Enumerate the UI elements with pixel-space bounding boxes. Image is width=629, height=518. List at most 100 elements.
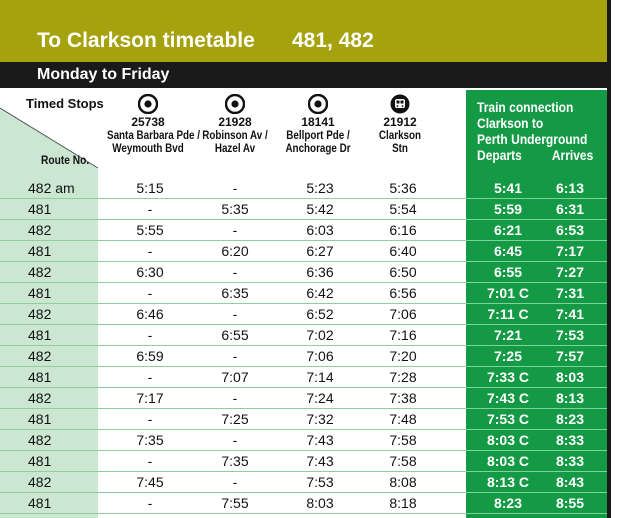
table-row: 481 - 7:07 7:14 7:28 7:33 C 8:03 [0, 367, 607, 388]
route-number-cell: 482 [28, 348, 52, 364]
row-divider [0, 429, 607, 430]
row-divider [0, 450, 607, 451]
route-number-cell: 482 am [28, 180, 75, 196]
train-arrives-cell: 6:31 [555, 201, 585, 217]
time-clarkson-stn-cell: 6:56 [389, 285, 417, 301]
time-santa-barbara-cell: 7:35 [136, 432, 164, 448]
departs-label: Departs [477, 147, 522, 163]
train-arrives-cell: 7:31 [555, 285, 585, 301]
table-row: 481 - 7:55 8:03 8:18 8:23 8:55 [0, 493, 607, 514]
time-santa-barbara-cell: - [147, 453, 153, 469]
time-santa-barbara-cell: - [147, 495, 153, 511]
table-row: 482 6:30 - 6:36 6:50 6:55 7:27 [0, 262, 607, 283]
time-santa-barbara-cell: 6:46 [136, 306, 164, 322]
train-departs-cell: 7:43 C [486, 390, 530, 406]
time-clarkson-stn-cell: 7:28 [389, 369, 417, 385]
train-departs-cell: 8:13 C [486, 474, 530, 490]
table-row: 482 7:17 - 7:24 7:38 7:43 C 8:13 [0, 388, 607, 409]
stop-id: 18141 [301, 115, 335, 129]
time-clarkson-stn-cell: 8:18 [389, 495, 417, 511]
time-santa-barbara-cell: - [147, 327, 153, 343]
time-santa-barbara-cell: - [147, 411, 153, 427]
train-departs-cell: 7:25 [493, 348, 523, 364]
time-robinson-cell: - [232, 348, 238, 364]
table-row: 481 - 6:55 7:02 7:16 7:21 7:53 [0, 325, 607, 346]
route-number-cell: 481 [28, 411, 52, 427]
time-santa-barbara-cell: 6:30 [136, 264, 164, 280]
time-robinson-cell: 6:55 [221, 327, 249, 343]
train-departs-cell: 7:11 C [487, 306, 529, 322]
route-number-cell: 482 [28, 474, 52, 490]
time-clarkson-stn-cell: 7:48 [389, 411, 417, 427]
train-arrives-cell: 7:57 [555, 348, 585, 364]
table-row: 482 7:35 - 7:43 7:58 8:03 C 8:33 [0, 430, 607, 451]
time-bellport-cell: 7:32 [306, 411, 334, 427]
time-bellport-cell: 6:42 [306, 285, 334, 301]
row-divider-train [466, 492, 607, 493]
stop-header-18141: 18141 Bellport Pde / Anchorage Dr [268, 94, 368, 155]
time-clarkson-stn-cell: 7:58 [389, 453, 417, 469]
stop-id: 21912 [383, 115, 417, 129]
route-number-cell: 482 [28, 222, 52, 238]
row-divider [0, 240, 607, 241]
train-arrives-cell: 7:53 [555, 327, 585, 343]
row-divider [0, 471, 607, 472]
train-arrives-cell: 7:17 [555, 243, 585, 259]
table-row: 481 - 6:35 6:42 6:56 7:01 C 7:31 [0, 283, 607, 304]
train-subheads: Departs Arrives [477, 147, 593, 163]
stop-id: 25738 [131, 115, 165, 129]
train-arrives-cell: 7:27 [555, 264, 585, 280]
time-clarkson-stn-cell: 6:16 [389, 222, 417, 238]
table-row: 482 6:59 - 7:06 7:20 7:25 7:57 [0, 346, 607, 367]
arrives-label: Arrives [551, 147, 594, 163]
table-header: Timed Stops Route No. 25738 Santa Barbar… [0, 88, 607, 178]
time-santa-barbara-cell: 5:15 [136, 180, 164, 196]
stop-id: 21928 [218, 115, 252, 129]
row-divider-train [466, 219, 607, 220]
day-label: Monday to Friday [0, 62, 611, 88]
right-edge-rule [607, 0, 611, 518]
row-divider-train [466, 513, 607, 514]
time-clarkson-stn-cell: 5:54 [389, 201, 417, 217]
route-header-wedge [0, 107, 99, 178]
time-bellport-cell: 6:03 [306, 222, 334, 238]
time-clarkson-stn-cell: 7:06 [389, 306, 417, 322]
time-clarkson-stn-cell: 7:16 [389, 327, 417, 343]
time-bellport-cell: 5:23 [306, 180, 334, 196]
route-number-cell: 481 [28, 201, 52, 217]
row-divider [0, 198, 607, 199]
table-row: 481 - 5:35 5:42 5:54 5:59 6:31 [0, 199, 607, 220]
row-divider [0, 282, 607, 283]
train-arrives-cell: 6:13 [555, 180, 585, 196]
train-departs-cell: 6:21 [493, 222, 523, 238]
row-divider-train [466, 450, 607, 451]
time-robinson-cell: - [232, 222, 238, 238]
time-bellport-cell: 7:02 [306, 327, 334, 343]
row-divider-train [466, 387, 607, 388]
train-departs-cell: 8:03 C [486, 453, 530, 469]
train-arrives-cell: 8:23 [555, 411, 585, 427]
time-bellport-cell: 8:03 [306, 495, 334, 511]
time-robinson-cell: 5:35 [221, 201, 249, 217]
row-divider [0, 261, 607, 262]
time-santa-barbara-cell: 5:55 [136, 222, 164, 238]
train-departs-cell: 6:45 [493, 243, 523, 259]
route-number-cell: 482 [28, 390, 52, 406]
time-santa-barbara-cell: 6:59 [136, 348, 164, 364]
timetable-title: To Clarkson timetable [37, 29, 255, 52]
train-heading-line2: Clarkson to [477, 115, 544, 131]
bus-stop-icon [308, 94, 328, 114]
time-santa-barbara-cell: 7:45 [136, 474, 164, 490]
time-clarkson-stn-cell: 8:08 [389, 474, 417, 490]
time-santa-barbara-cell: 7:17 [136, 390, 164, 406]
time-bellport-cell: 7:14 [306, 369, 334, 385]
row-divider-train [466, 303, 607, 304]
row-divider [0, 492, 607, 493]
stop-name-line2: Hazel Av [214, 141, 256, 155]
train-departs-cell: 7:33 C [486, 369, 530, 385]
stop-name-line2: Stn [392, 141, 408, 155]
train-departs-cell: 7:21 [493, 327, 523, 343]
train-arrives-cell: 8:55 [555, 495, 585, 511]
row-divider [0, 345, 607, 346]
train-departs-cell: 8:23 [493, 495, 523, 511]
